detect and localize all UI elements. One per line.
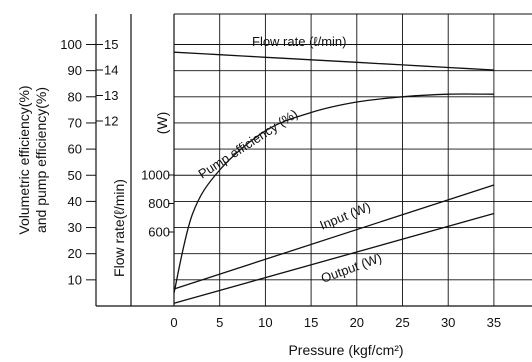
efficiency-tick-label: 30 xyxy=(68,220,82,235)
power-tick-label: 600 xyxy=(148,225,170,240)
efficiency-tick-label: 60 xyxy=(68,142,82,157)
flow-tick-label: 13 xyxy=(104,88,118,103)
flow-tick-label: 12 xyxy=(104,114,118,129)
x-tick-label: 25 xyxy=(395,315,409,330)
efficiency-tick-label: 10 xyxy=(68,272,82,287)
x-tick-label: 0 xyxy=(170,315,177,330)
power-tick-label: 800 xyxy=(148,196,170,211)
efficiency-axis-title-line1: Volumetric efficiency(%) xyxy=(16,85,32,234)
input-power-line xyxy=(173,184,495,290)
efficiency-tick-label: 100 xyxy=(60,37,82,52)
series-group xyxy=(173,51,495,304)
axis-lines xyxy=(86,14,532,307)
efficiency-tick-label: 20 xyxy=(68,246,82,261)
x-tick-label: 10 xyxy=(258,315,272,330)
output-power-line xyxy=(173,212,495,304)
efficiency-tick-label: 80 xyxy=(68,89,82,104)
power-tick-label: 1000 xyxy=(141,168,170,183)
flow-tick-label: 14 xyxy=(104,63,118,78)
series-labels: Flow rate (ℓ/min)Pump efficiency (%)Inpu… xyxy=(195,34,383,286)
flow-rate-line xyxy=(173,51,494,71)
power-axis-title: (W) xyxy=(154,112,170,135)
x-tick-label: 5 xyxy=(216,315,223,330)
x-tick-label: 35 xyxy=(487,315,501,330)
axis-titles: Volumetric efficiency(%) and pump efficie… xyxy=(16,85,404,358)
efficiency-tick-label: 70 xyxy=(68,115,82,130)
tick-labels: 10 20 30 40 50 60 70 80 90 100 12 13 14 15 600 800 1000 0… xyxy=(60,37,501,330)
efficiency-tick-label: 40 xyxy=(68,194,82,209)
grid-group xyxy=(173,13,532,306)
pump-efficiency-label: Pump efficiency (%) xyxy=(195,106,300,181)
pump-efficiency-line xyxy=(173,93,494,294)
flow-tick-label: 15 xyxy=(104,37,118,52)
x-tick-label: 15 xyxy=(304,315,318,330)
x-tick-label: 30 xyxy=(441,315,455,330)
flow-axis-title: Flow rate(ℓ/min) xyxy=(111,179,127,277)
flow-rate-label: Flow rate (ℓ/min) xyxy=(252,34,347,49)
efficiency-tick-label: 90 xyxy=(68,63,82,78)
output-label: Output (W) xyxy=(319,250,384,286)
efficiency-tick-label: 50 xyxy=(68,168,82,183)
x-axis-title: Pressure (kgf/cm²) xyxy=(288,342,403,358)
efficiency-axis-title-line2: and pump efficiency(%) xyxy=(33,87,49,233)
x-tick-label: 20 xyxy=(350,315,364,330)
